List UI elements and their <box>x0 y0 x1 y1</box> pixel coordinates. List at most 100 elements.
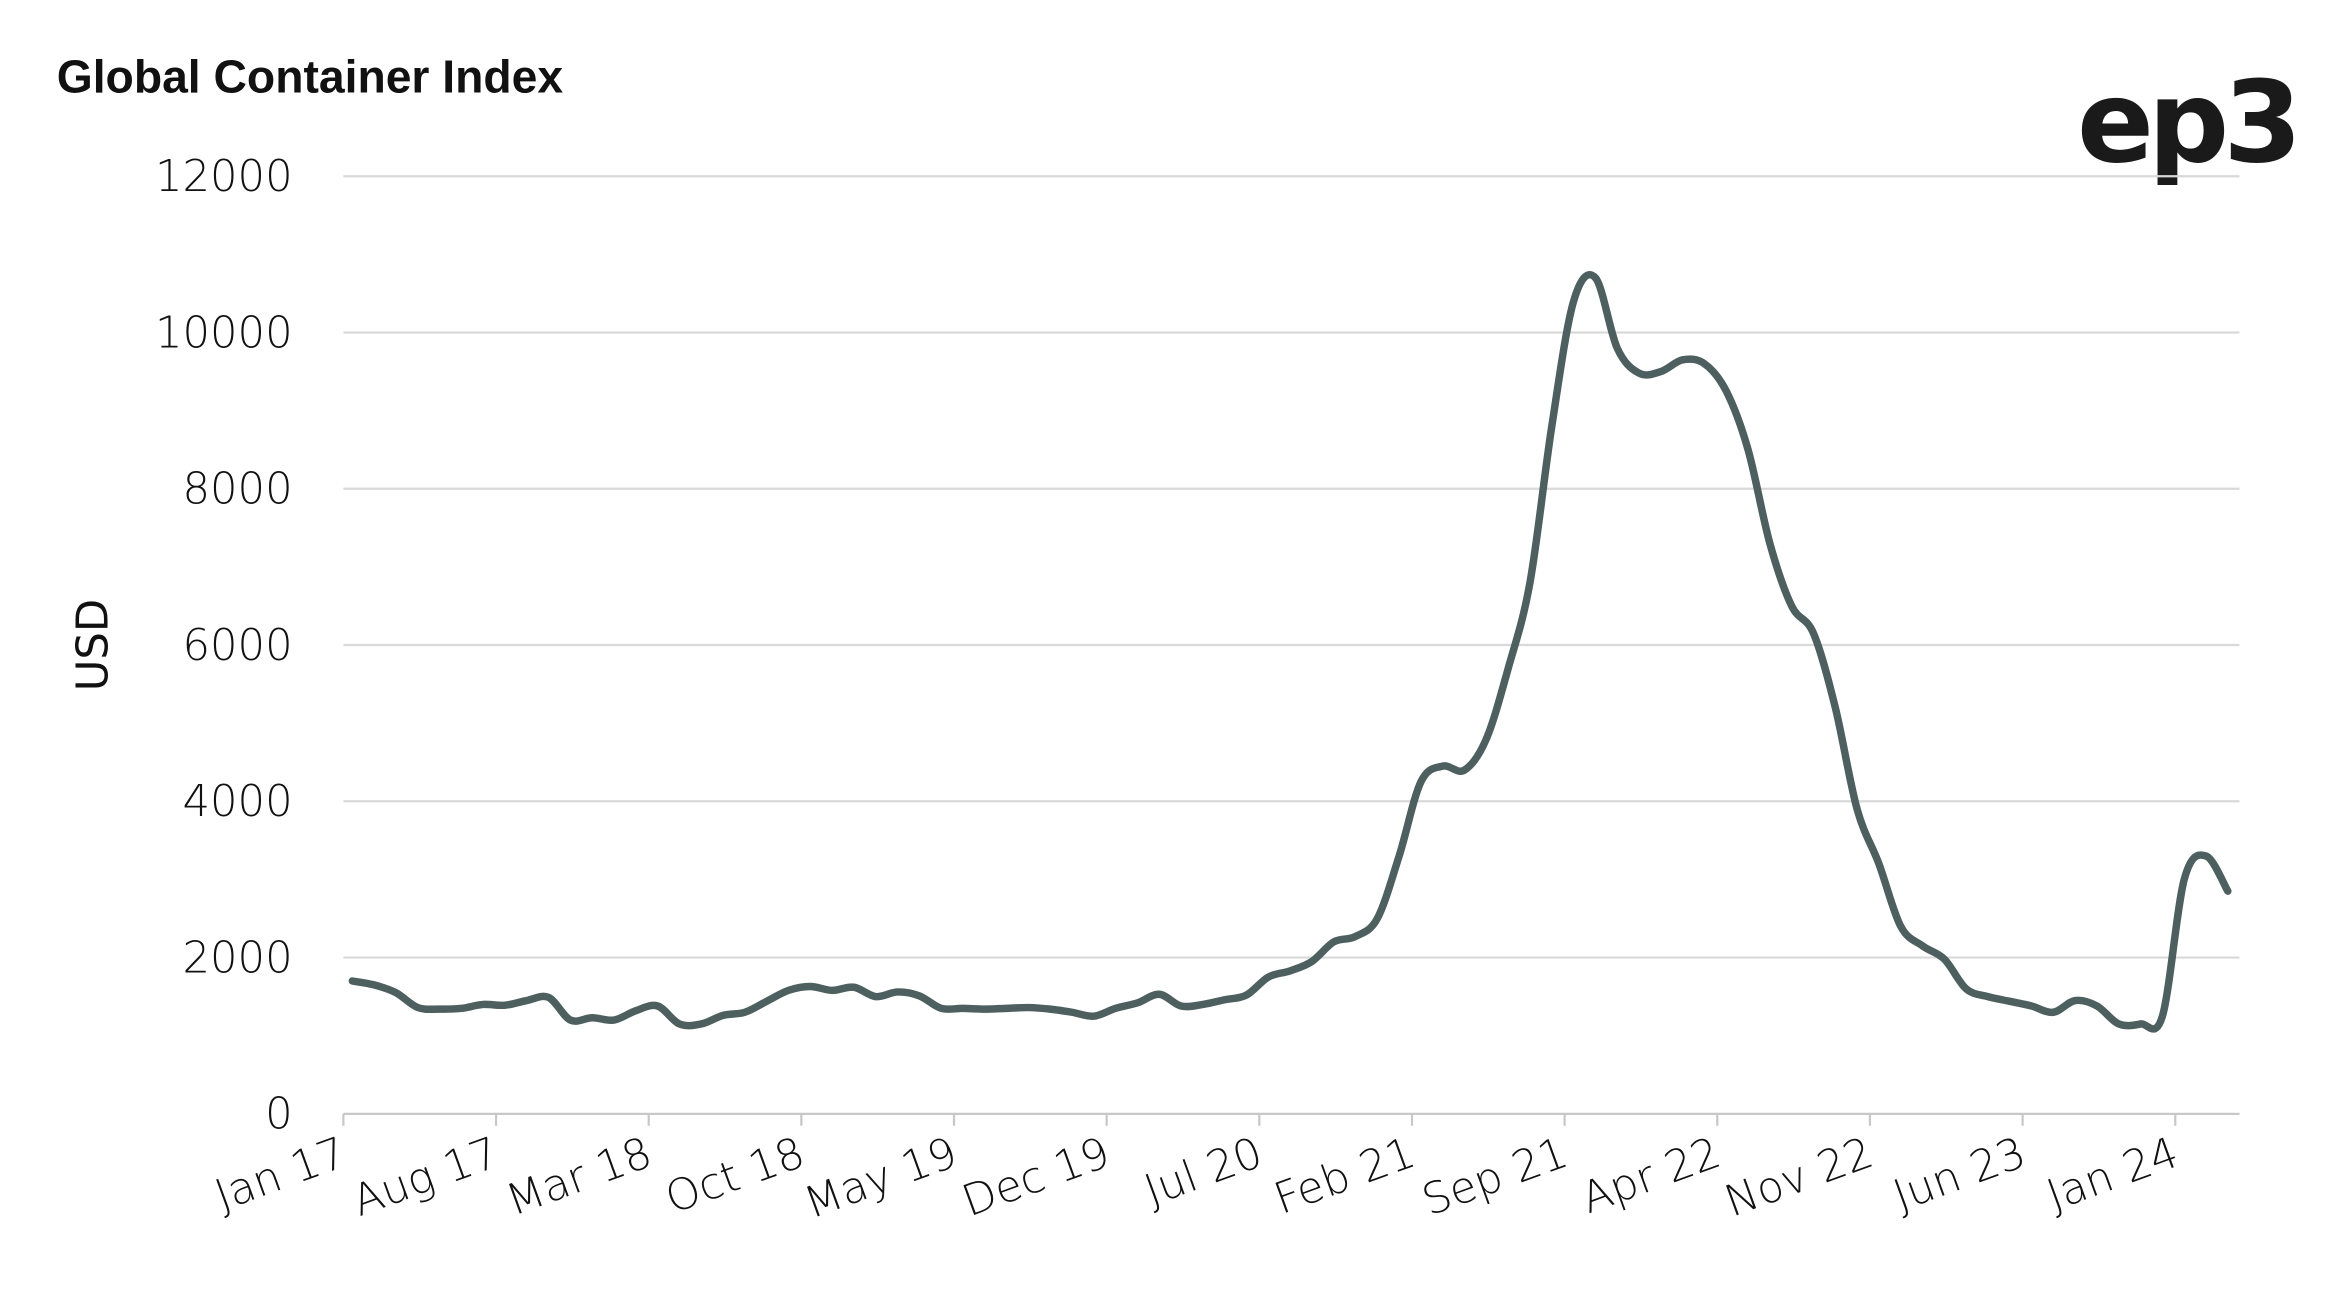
y-axis-label: USD <box>68 599 118 691</box>
y-tick-label: 8000 <box>182 465 292 515</box>
data-point <box>1222 997 1228 1003</box>
y-tick-label: 10000 <box>155 308 293 358</box>
data-point <box>1374 916 1380 922</box>
data-point <box>1592 275 1598 281</box>
data-point <box>1614 345 1620 351</box>
data-point <box>1789 603 1795 609</box>
data-point <box>1505 665 1511 671</box>
data-point <box>742 1009 748 1015</box>
data-point <box>1636 370 1642 376</box>
data-point <box>1134 1000 1140 1006</box>
data-point <box>1331 939 1337 945</box>
data-point <box>502 1002 508 1008</box>
data-point <box>1418 779 1424 785</box>
data-point <box>698 1021 704 1027</box>
data-point <box>2072 998 2078 1004</box>
data-point <box>2094 1003 2100 1009</box>
data-point <box>1898 923 1904 929</box>
data-point <box>371 982 377 988</box>
x-tick-label: Jan 17 <box>209 1128 353 1221</box>
data-point <box>1396 853 1402 859</box>
x-tick-label: Feb 21 <box>1268 1128 1422 1225</box>
data-point <box>1004 1005 1010 1011</box>
data-point <box>1265 974 1271 980</box>
x-tick-label: Jun 23 <box>1887 1128 2032 1222</box>
data-point <box>2050 1009 2056 1015</box>
data-point <box>1483 736 1489 742</box>
data-point <box>676 1021 682 1027</box>
data-point <box>1658 369 1664 375</box>
data-point <box>786 987 792 993</box>
data-point <box>1309 958 1315 964</box>
data-point <box>938 1005 944 1011</box>
x-tick-label: Nov 22 <box>1719 1128 1880 1227</box>
x-tick-label: Jul 20 <box>1138 1128 1269 1216</box>
data-point <box>1091 1013 1097 1019</box>
data-point <box>916 993 922 999</box>
data-point <box>1025 1005 1031 1011</box>
y-tick-label: 12000 <box>155 152 293 202</box>
series-line <box>348 271 2232 1033</box>
data-point <box>415 1005 421 1011</box>
data-point <box>2138 1021 2144 1027</box>
data-point <box>764 998 770 1004</box>
data-point <box>829 987 835 993</box>
ep3-logo: ep3 <box>2077 56 2296 188</box>
data-point <box>1701 361 1707 367</box>
x-tick-label: Aug 17 <box>346 1128 506 1227</box>
data-point <box>2159 1013 2165 1019</box>
data-point <box>2007 998 2013 1004</box>
data-point <box>982 1006 988 1012</box>
data-point <box>1156 991 1162 997</box>
data-point <box>458 1005 464 1011</box>
data-point <box>1941 956 1947 962</box>
data-point <box>851 984 857 990</box>
data-point <box>1113 1005 1119 1011</box>
data-point <box>960 1005 966 1011</box>
data-point <box>1549 423 1555 429</box>
data-point <box>1462 767 1468 773</box>
data-point <box>349 978 355 984</box>
data-point <box>524 998 530 1004</box>
data-point <box>1178 1003 1184 1009</box>
data-point <box>1047 1006 1053 1012</box>
data-point <box>1767 540 1773 546</box>
data-point <box>1745 447 1751 453</box>
x-tick-label: Apr 22 <box>1575 1128 1727 1224</box>
data-point <box>720 1012 726 1018</box>
data-point <box>589 1015 595 1021</box>
data-point <box>1680 357 1686 363</box>
data-point <box>2029 1003 2035 1009</box>
data-point <box>480 1001 486 1007</box>
y-tick-label: 4000 <box>182 777 292 827</box>
y-tick-label: 6000 <box>182 621 292 671</box>
data-point <box>1920 943 1926 949</box>
data-point <box>1854 806 1860 812</box>
data-point <box>1287 968 1293 974</box>
data-point <box>807 983 813 989</box>
data-point <box>567 1017 573 1023</box>
data-point <box>895 989 901 995</box>
y-tick-label: 0 <box>265 1090 293 1140</box>
x-tick-label: Sep 21 <box>1416 1128 1574 1226</box>
data-point <box>2203 853 2209 859</box>
x-tick-label: Mar 18 <box>500 1128 659 1226</box>
data-point <box>393 990 399 996</box>
data-point <box>611 1017 617 1023</box>
data-point <box>633 1008 639 1014</box>
x-tick-label: May 19 <box>798 1128 964 1229</box>
data-point <box>1571 298 1577 304</box>
data-point <box>1832 705 1838 711</box>
data-point <box>1243 992 1249 998</box>
data-point <box>437 1006 443 1012</box>
data-point <box>1353 933 1359 939</box>
data-point <box>1527 580 1533 586</box>
data-point <box>2181 876 2187 882</box>
x-tick-label: Jan 24 <box>2041 1128 2185 1221</box>
y-tick-label: 2000 <box>182 933 292 983</box>
data-point <box>2225 888 2231 894</box>
chart-title: Global Container Index <box>57 51 564 103</box>
data-point <box>1200 1001 1206 1007</box>
data-point <box>1069 1009 1075 1015</box>
